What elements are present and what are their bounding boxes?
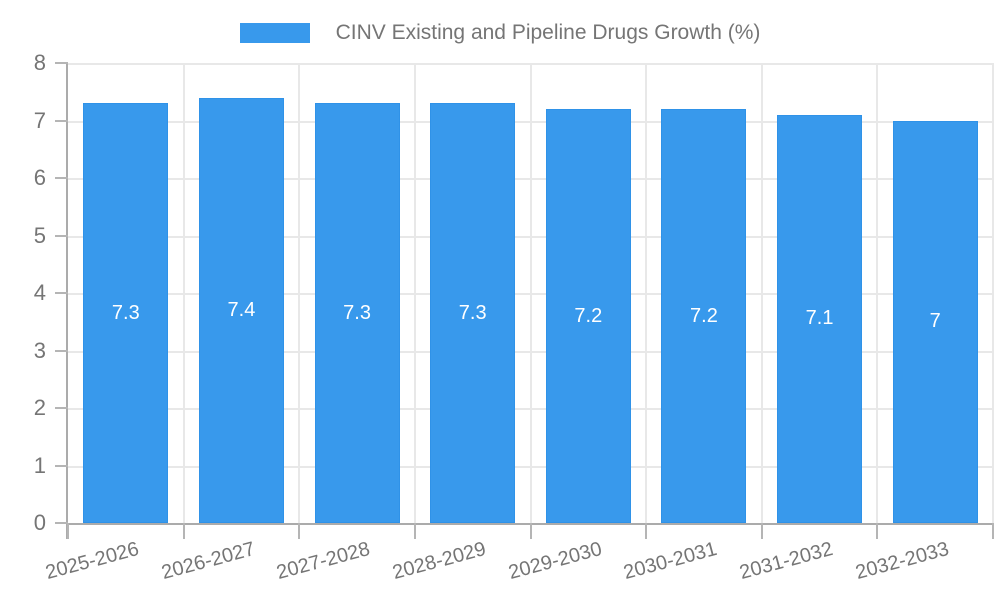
bar: 7.3 [430, 103, 516, 523]
y-tick [55, 119, 68, 122]
x-tick-label: 2027-2028 [274, 538, 373, 585]
y-tick [55, 177, 68, 179]
x-tick-label: 2031-2032 [737, 538, 836, 585]
bar: 7.3 [314, 103, 400, 523]
bar-value-label: 7 [929, 310, 941, 333]
bar: 7.2 [545, 109, 631, 523]
v-gridline [645, 63, 648, 523]
v-gridline [876, 63, 879, 523]
x-tick-label: 2032-2033 [852, 538, 951, 585]
bar-value-label: 7.2 [690, 304, 718, 327]
x-tick-label: 2026-2027 [159, 538, 258, 585]
bar: 7.1 [777, 114, 863, 523]
x-tick [67, 523, 69, 539]
x-tick [760, 523, 763, 539]
y-tick [55, 349, 68, 352]
bar: 7.4 [198, 97, 284, 523]
x-tick [298, 523, 301, 539]
x-tick-label: 2025-2026 [43, 538, 142, 585]
y-axis-line [66, 63, 68, 539]
y-tick [55, 234, 68, 237]
x-tick [876, 523, 879, 539]
x-tick [645, 523, 648, 539]
y-tick-label: 2 [33, 395, 46, 420]
bar-value-label: 7.4 [227, 298, 256, 321]
y-tick-label: 4 [33, 280, 46, 305]
y-tick [55, 522, 68, 524]
y-tick [55, 407, 68, 409]
chart-legend[interactable]: CINV Existing and Pipeline Drugs Growth … [0, 21, 1000, 45]
bar: 7.2 [661, 109, 747, 523]
v-gridline [182, 63, 185, 523]
v-gridline [413, 63, 416, 523]
y-tick-label: 6 [33, 165, 46, 190]
y-tick [55, 292, 68, 294]
bar-value-label: 7.1 [805, 307, 834, 330]
bar: 7 [892, 120, 978, 523]
y-tick [55, 62, 68, 64]
x-tick [413, 523, 416, 539]
bar-value-label: 7.2 [574, 304, 603, 327]
y-tick-label: 7 [33, 107, 46, 133]
y-tick [55, 464, 68, 467]
y-tick-label: 5 [33, 222, 46, 248]
x-tick [182, 523, 185, 539]
y-tick-label: 1 [33, 452, 46, 478]
legend-swatch [239, 23, 310, 43]
bar: 7.3 [83, 103, 169, 523]
plot-area: 7.3 7.4 7.3 7.3 7.2 7.2 7.1 7 [68, 63, 994, 523]
v-gridline [529, 63, 532, 523]
bar-value-label: 7.3 [458, 301, 487, 324]
y-tick-label: 0 [33, 510, 46, 535]
y-tick-label: 8 [33, 50, 46, 75]
x-tick-label: 2028-2029 [390, 538, 489, 585]
x-tick-label: 2029-2030 [505, 538, 605, 585]
v-gridline [992, 63, 994, 523]
v-gridline [760, 63, 763, 523]
x-tick [992, 523, 994, 539]
bar-value-label: 7.3 [343, 301, 371, 324]
bar-value-label: 7.3 [111, 301, 140, 324]
v-gridline [298, 63, 301, 523]
x-tick-label: 2030-2031 [621, 538, 720, 585]
y-tick-label: 3 [33, 337, 46, 363]
x-tick [529, 523, 532, 539]
legend-label: CINV Existing and Pipeline Drugs Growth … [335, 21, 761, 44]
